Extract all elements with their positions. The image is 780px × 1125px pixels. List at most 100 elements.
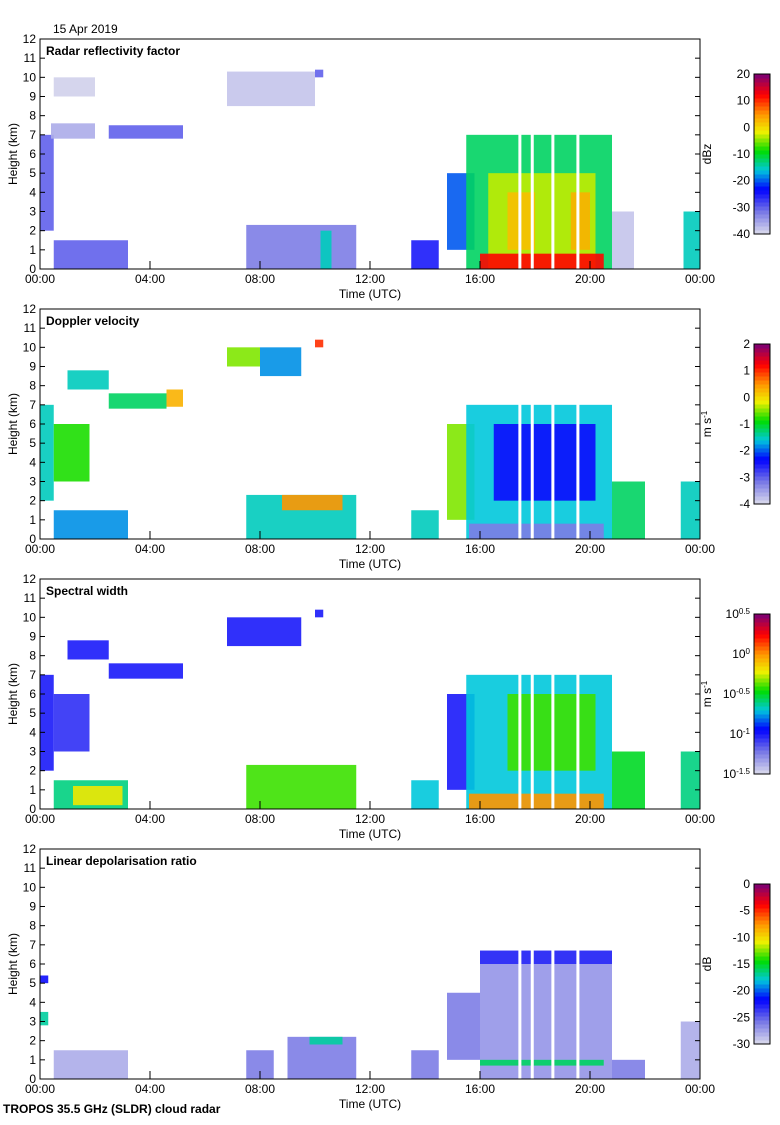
colorbar-swatch bbox=[754, 376, 770, 381]
data-region bbox=[680, 751, 700, 809]
data-gap bbox=[518, 39, 522, 269]
colorbar-swatch bbox=[754, 996, 770, 1001]
colorbar-swatch bbox=[754, 944, 770, 949]
colorbar-swatch bbox=[754, 674, 770, 679]
colorbar-swatch bbox=[754, 400, 770, 405]
colorbar-swatch bbox=[754, 492, 770, 497]
data-region bbox=[73, 786, 123, 806]
colorbar-swatch bbox=[754, 932, 770, 937]
colorbar-swatch bbox=[754, 436, 770, 441]
data-region bbox=[411, 780, 439, 809]
colorbar-swatch bbox=[754, 82, 770, 87]
colorbar-swatch bbox=[754, 206, 770, 211]
colorbar-swatch bbox=[754, 960, 770, 965]
x-tick-label: 16:00 bbox=[465, 1082, 495, 1096]
data-region bbox=[612, 211, 634, 269]
colorbar-unit: m s-1 bbox=[700, 410, 715, 437]
colorbar-unit: m s-1 bbox=[700, 680, 715, 707]
x-tick-label: 04:00 bbox=[135, 272, 165, 286]
data-region bbox=[108, 125, 183, 139]
x-tick-label: 08:00 bbox=[245, 1082, 275, 1096]
data-region bbox=[612, 481, 645, 539]
colorbar-swatch bbox=[754, 658, 770, 663]
y-tick-label: 3 bbox=[29, 205, 36, 219]
colorbar-swatch bbox=[754, 448, 770, 453]
colorbar-swatch bbox=[754, 428, 770, 433]
data-region bbox=[480, 950, 612, 964]
colorbar-swatch bbox=[754, 158, 770, 163]
colorbar-swatch bbox=[754, 174, 770, 179]
x-tick-label: 00:00 bbox=[25, 542, 55, 556]
y-tick-label: 2 bbox=[29, 224, 36, 238]
data-region bbox=[40, 975, 49, 984]
y-tick-label: 10 bbox=[23, 340, 37, 354]
colorbar-swatch bbox=[754, 1024, 770, 1029]
data-region bbox=[40, 404, 54, 501]
x-tick-label: 00:00 bbox=[25, 1082, 55, 1096]
y-tick-label: 7 bbox=[29, 668, 36, 682]
colorbar-swatch bbox=[754, 368, 770, 373]
colorbar-tick-label: -15 bbox=[733, 957, 751, 971]
data-region bbox=[53, 510, 128, 539]
colorbar-swatch bbox=[754, 106, 770, 111]
data-gap bbox=[530, 39, 534, 269]
y-tick-label: 9 bbox=[29, 90, 36, 104]
colorbar-swatch bbox=[754, 884, 770, 889]
colorbar-swatch bbox=[754, 730, 770, 735]
data-region bbox=[227, 617, 302, 647]
colorbar-swatch bbox=[754, 488, 770, 493]
y-tick-label: 1 bbox=[29, 783, 36, 797]
x-tick-label: 04:00 bbox=[135, 1082, 165, 1096]
y-tick-label: 12 bbox=[23, 302, 37, 316]
colorbar-swatch bbox=[754, 1032, 770, 1037]
colorbar-swatch bbox=[754, 738, 770, 743]
colorbar-swatch bbox=[754, 182, 770, 187]
colorbar-swatch bbox=[754, 626, 770, 631]
colorbar-swatch bbox=[754, 472, 770, 477]
colorbar-swatch bbox=[754, 118, 770, 123]
data-region bbox=[315, 69, 324, 78]
colorbar-swatch bbox=[754, 396, 770, 401]
data-region bbox=[683, 211, 700, 269]
colorbar-swatch bbox=[754, 194, 770, 199]
y-tick-label: 2 bbox=[29, 1034, 36, 1048]
colorbar-swatch bbox=[754, 920, 770, 925]
colorbar-swatch bbox=[754, 424, 770, 429]
colorbar-tick-label: 10-1.5 bbox=[723, 767, 751, 782]
colorbar-tick-label: 1 bbox=[743, 364, 750, 378]
colorbar-swatch bbox=[754, 352, 770, 357]
data-region bbox=[612, 751, 645, 809]
colorbar-swatch bbox=[754, 900, 770, 905]
colorbar-swatch bbox=[754, 134, 770, 139]
data-region bbox=[480, 1059, 604, 1066]
colorbar-swatch bbox=[754, 230, 770, 235]
colorbar-swatch bbox=[754, 146, 770, 151]
colorbar-swatch bbox=[754, 1036, 770, 1041]
colorbar-swatch bbox=[754, 388, 770, 393]
y-tick-label: 3 bbox=[29, 1015, 36, 1029]
colorbar-tick-label: -20 bbox=[733, 984, 751, 998]
colorbar-swatch bbox=[754, 646, 770, 651]
data-region bbox=[570, 192, 590, 250]
y-tick-label: 5 bbox=[29, 436, 36, 450]
data-region bbox=[108, 393, 167, 409]
colorbar-tick-label: 20 bbox=[737, 67, 751, 81]
colorbar-swatch bbox=[754, 150, 770, 155]
colorbar-swatch bbox=[754, 404, 770, 409]
colorbar-frame bbox=[753, 73, 771, 235]
colorbar-swatch bbox=[754, 968, 770, 973]
colorbar-tick-label: 2 bbox=[743, 337, 750, 351]
colorbar-frame bbox=[753, 613, 771, 775]
y-tick-label: 0 bbox=[29, 1072, 36, 1086]
y-tick-label: 6 bbox=[29, 417, 36, 431]
colorbar-swatch bbox=[754, 694, 770, 699]
panel-1: Radar reflectivity factor012345678910111… bbox=[6, 32, 771, 301]
y-tick-label: 9 bbox=[29, 360, 36, 374]
y-tick-label: 0 bbox=[29, 262, 36, 276]
y-tick-label: 4 bbox=[29, 995, 36, 1009]
y-tick-label: 7 bbox=[29, 938, 36, 952]
colorbar-swatch bbox=[754, 186, 770, 191]
colorbar-unit: dB bbox=[700, 957, 714, 972]
